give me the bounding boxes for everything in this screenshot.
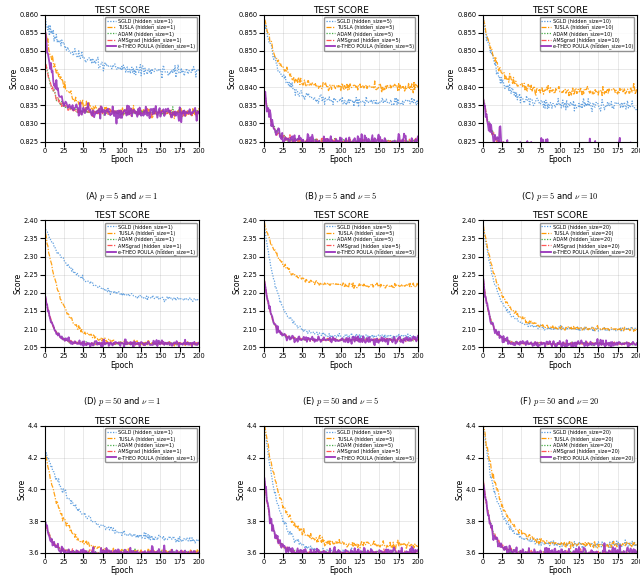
Legend: SGLD (hidden_size=10), TUSLA (hidden_size=10), ADAM (hidden_size=10), AMSgrad (h: SGLD (hidden_size=10), TUSLA (hidden_siz… [540, 17, 634, 51]
X-axis label: Epoch: Epoch [110, 155, 134, 164]
Legend: SGLD (hidden_size=1), TUSLA (hidden_size=1), ADAM (hidden_size=1), AMSgrad (hidd: SGLD (hidden_size=1), TUSLA (hidden_size… [106, 17, 196, 51]
Legend: SGLD (hidden_size=5), TUSLA (hidden_size=5), ADAM (hidden_size=5), AMSgrad (hidd: SGLD (hidden_size=5), TUSLA (hidden_size… [324, 223, 415, 256]
Legend: SGLD (hidden_size=20), TUSLA (hidden_size=20), ADAM (hidden_size=20), AMSgrad (h: SGLD (hidden_size=20), TUSLA (hidden_siz… [540, 428, 634, 462]
Y-axis label: Score: Score [9, 67, 18, 89]
Legend: SGLD (hidden_size=20), TUSLA (hidden_size=20), ADAM (hidden_size=20), AMSgrad (h: SGLD (hidden_size=20), TUSLA (hidden_siz… [540, 223, 634, 256]
Title: TEST SCORE: TEST SCORE [532, 417, 588, 426]
Text: (B) $p = 5$ and $\nu = 5$: (B) $p = 5$ and $\nu = 5$ [304, 190, 378, 203]
Title: TEST SCORE: TEST SCORE [313, 5, 369, 15]
Text: (C) $p = 5$ and $\nu = 10$: (C) $p = 5$ and $\nu = 10$ [521, 190, 598, 203]
Text: (A) $p = 5$ and $\nu = 1$: (A) $p = 5$ and $\nu = 1$ [85, 190, 158, 203]
X-axis label: Epoch: Epoch [110, 566, 134, 576]
Title: TEST SCORE: TEST SCORE [532, 5, 588, 15]
X-axis label: Epoch: Epoch [329, 566, 353, 576]
Legend: SGLD (hidden_size=5), TUSLA (hidden_size=5), ADAM (hidden_size=5), AMSgrad (hidd: SGLD (hidden_size=5), TUSLA (hidden_size… [324, 17, 415, 51]
X-axis label: Epoch: Epoch [329, 361, 353, 370]
X-axis label: Epoch: Epoch [548, 566, 572, 576]
Y-axis label: Score: Score [456, 479, 465, 500]
Legend: SGLD (hidden_size=1), TUSLA (hidden_size=1), ADAM (hidden_size=1), AMSgrad (hidd: SGLD (hidden_size=1), TUSLA (hidden_size… [106, 223, 196, 256]
Y-axis label: Score: Score [13, 273, 22, 294]
Legend: SGLD (hidden_size=5), TUSLA (hidden_size=5), ADAM (hidden_size=5), AMSgrad (hidd: SGLD (hidden_size=5), TUSLA (hidden_size… [324, 428, 415, 462]
Text: (F) $p = 50$ and $\nu = 20$: (F) $p = 50$ and $\nu = 20$ [520, 395, 600, 408]
Title: TEST SCORE: TEST SCORE [94, 417, 150, 426]
X-axis label: Epoch: Epoch [548, 361, 572, 370]
Title: TEST SCORE: TEST SCORE [313, 417, 369, 426]
Title: TEST SCORE: TEST SCORE [94, 5, 150, 15]
Y-axis label: Score: Score [451, 273, 460, 294]
Title: TEST SCORE: TEST SCORE [532, 211, 588, 220]
Text: (D) $p = 50$ and $\nu = 1$: (D) $p = 50$ and $\nu = 1$ [83, 395, 161, 408]
X-axis label: Epoch: Epoch [329, 155, 353, 164]
Text: (E) $p = 50$ and $\nu = 5$: (E) $p = 50$ and $\nu = 5$ [303, 395, 379, 408]
Legend: SGLD (hidden_size=1), TUSLA (hidden_size=1), ADAM (hidden_size=1), AMSgrad (hidd: SGLD (hidden_size=1), TUSLA (hidden_size… [106, 428, 196, 462]
Y-axis label: Score: Score [17, 479, 26, 500]
Title: TEST SCORE: TEST SCORE [94, 211, 150, 220]
X-axis label: Epoch: Epoch [110, 361, 134, 370]
X-axis label: Epoch: Epoch [548, 155, 572, 164]
Y-axis label: Score: Score [232, 273, 241, 294]
Y-axis label: Score: Score [236, 479, 246, 500]
Y-axis label: Score: Score [447, 67, 456, 89]
Title: TEST SCORE: TEST SCORE [313, 211, 369, 220]
Y-axis label: Score: Score [228, 67, 237, 89]
